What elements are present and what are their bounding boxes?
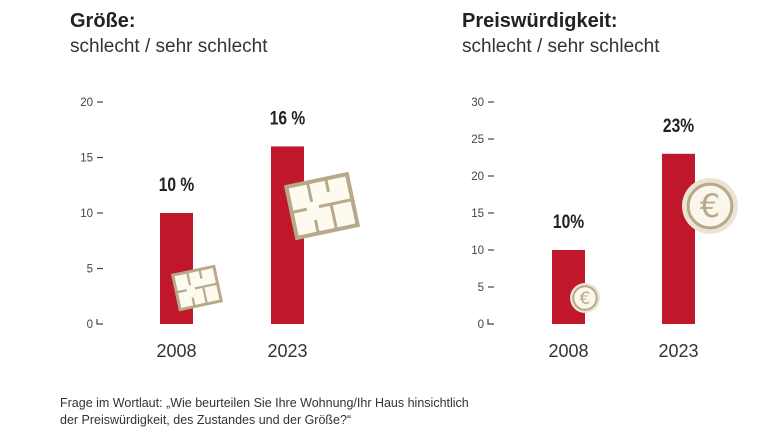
y-tick-label: 5 [478,282,484,294]
euro-coin-icon: € [682,178,738,234]
euro-coin-icon: € [570,283,600,313]
y-tick-label: 25 [471,134,484,146]
y-tick-label: 20 [471,171,484,183]
coin-inner [686,182,734,230]
y-tick-label: 20 [80,97,93,109]
data-label: 16 % [270,107,305,129]
x-tick-label: 2008 [548,341,588,361]
x-tick-label: 2023 [267,341,307,361]
euro-symbol: € [700,187,720,225]
floor-plan-icon [171,264,223,312]
coin-inner [572,285,598,311]
y-tick-mark [96,319,103,325]
footnote-line-1: Frage im Wortlaut: „Wie beurteilen Sie I… [60,396,469,410]
data-label: 10% [553,211,584,233]
y-tick-mark [487,319,494,325]
chart-title-price: Preiswürdigkeit: [462,10,618,32]
floor-plan-icon [283,171,361,241]
y-tick-label: 30 [471,97,484,109]
floor-plan-walls [176,269,218,307]
bar-2023 [662,153,695,324]
y-tick-label: 10 [80,208,93,220]
data-label: 10 % [159,174,194,196]
x-tick-label: 2023 [658,341,698,361]
y-tick-label: 0 [478,319,484,331]
y-tick-label: 10 [471,245,484,257]
chart-subtitle-size: schlecht / sehr schlecht [70,36,268,57]
y-tick-label: 15 [80,153,93,165]
y-tick-label: 15 [471,208,484,220]
data-label: 23% [663,114,694,136]
floor-plan-walls [291,178,353,234]
chart-title-size: Größe: [70,10,136,32]
chart-subtitle-price: schlecht / sehr schlecht [462,36,660,57]
y-tick-label: 5 [87,264,93,276]
euro-symbol: € [580,289,591,309]
footnote: Frage im Wortlaut: „Wie beurteilen Sie I… [60,395,580,429]
y-tick-label: 0 [87,319,93,331]
x-tick-label: 2008 [156,341,196,361]
footnote-line-2: der Preiswürdigkeit, des Zustandes und d… [60,413,352,427]
